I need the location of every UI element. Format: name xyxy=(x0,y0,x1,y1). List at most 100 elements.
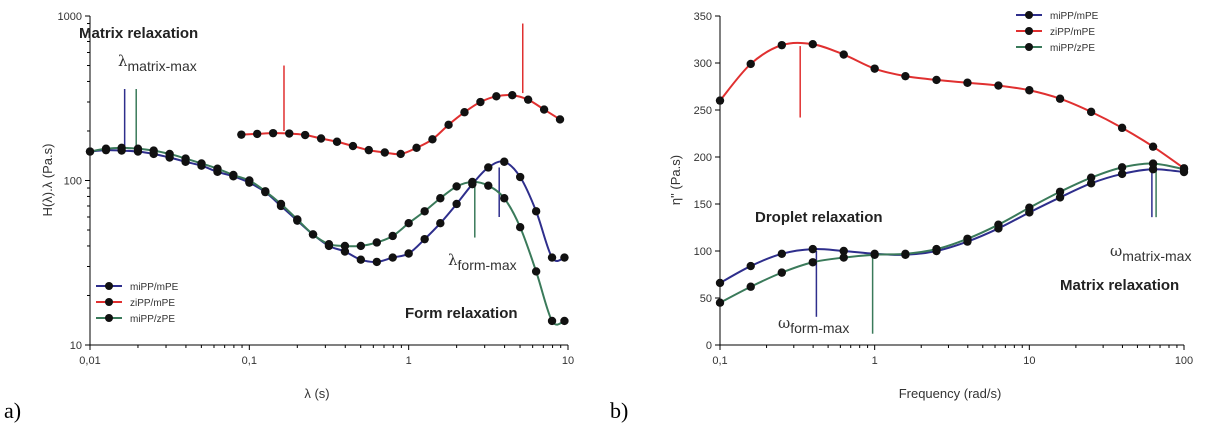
data-point xyxy=(870,250,879,259)
data-point xyxy=(1025,203,1034,212)
panel-label-a: a) xyxy=(4,398,21,423)
data-point xyxy=(1148,159,1158,168)
data-point xyxy=(839,50,848,59)
legend-swatch-marker xyxy=(105,298,113,306)
y-tick-label: 10 xyxy=(70,340,82,352)
data-point xyxy=(245,176,254,185)
omega-symbol: ω xyxy=(778,314,790,332)
x-tick-label: 1 xyxy=(406,355,412,367)
data-point xyxy=(547,316,557,326)
data-point xyxy=(1055,187,1065,196)
data-point xyxy=(1117,169,1127,179)
data-point xyxy=(396,149,405,159)
omega-matrix-subscript: matrix-max xyxy=(1122,248,1191,264)
legend-entry-label: ziPP/mPE xyxy=(1050,27,1095,38)
data-point xyxy=(808,40,817,49)
data-point xyxy=(133,144,143,153)
data-point xyxy=(531,267,541,276)
data-point xyxy=(380,148,389,157)
legend-swatch-marker xyxy=(1025,43,1033,51)
chart-a-form-relaxation-label: Form relaxation xyxy=(405,305,518,322)
chart-a-axes: 0,01 0,1 1 10 10 100 1000 xyxy=(58,11,575,367)
omega-symbol: ω xyxy=(1110,242,1122,260)
data-point xyxy=(420,234,429,244)
lambda-form-subscript: form-max xyxy=(458,257,517,273)
data-point xyxy=(1055,94,1065,103)
chart-a-series xyxy=(85,91,569,326)
chart-b-droplet-relaxation-label: Droplet relaxation xyxy=(755,209,883,226)
chart-b-markers xyxy=(799,46,1157,334)
chart-a-matrix-relaxation-label: Matrix relaxation xyxy=(79,25,198,42)
series-line xyxy=(719,162,1185,304)
chart-a-lambda-form-max-label: λform-max xyxy=(448,251,517,273)
y-tick-label: 300 xyxy=(694,58,712,70)
data-point xyxy=(746,261,755,271)
chart-b-x-axis-title: Frequency (rad/s) xyxy=(899,386,1002,401)
data-point xyxy=(1179,165,1189,174)
y-tick-label: 350 xyxy=(694,11,712,23)
series-line xyxy=(719,168,1185,284)
data-point xyxy=(476,97,485,107)
data-point xyxy=(560,316,569,326)
legend-swatch-marker xyxy=(1025,27,1033,35)
data-point xyxy=(539,105,549,114)
legend-entry-label: miPP/mPE xyxy=(130,282,179,293)
data-point xyxy=(85,147,95,156)
legend-swatch-marker xyxy=(105,314,113,322)
legend-swatch-marker xyxy=(1025,11,1033,19)
data-point xyxy=(388,253,397,262)
data-point xyxy=(229,170,238,180)
data-point xyxy=(901,249,910,259)
data-point xyxy=(460,108,469,117)
data-point xyxy=(508,91,517,100)
chart-a-legend: miPP/mPE ziPP/mPE miPP/zPE xyxy=(96,282,179,325)
data-point xyxy=(555,115,565,124)
panel-label-b: b) xyxy=(610,398,628,423)
data-point xyxy=(348,141,358,151)
data-point xyxy=(963,78,972,87)
y-tick-label: 100 xyxy=(64,176,82,188)
chart-b-y-axis-title: η" (Pa.s) xyxy=(668,155,683,205)
data-point xyxy=(356,255,366,264)
lambda-matrix-subscript: matrix-max xyxy=(128,58,197,74)
series-line xyxy=(719,41,1185,170)
data-point xyxy=(412,143,421,153)
chart-a-y-axis-title: H(λ).λ (Pa.s) xyxy=(40,144,55,217)
data-point xyxy=(484,181,493,190)
x-tick-label: 10 xyxy=(562,355,574,367)
lambda-symbol: λ xyxy=(448,251,458,269)
data-point xyxy=(324,239,334,249)
chart-b-omega-matrix-max-label: ωmatrix-max xyxy=(1110,242,1191,264)
data-point xyxy=(252,129,262,139)
data-point xyxy=(300,130,310,140)
data-point xyxy=(372,257,382,267)
data-point xyxy=(468,177,477,187)
data-point xyxy=(165,149,174,159)
data-point xyxy=(428,135,437,144)
data-point xyxy=(523,95,533,104)
data-point xyxy=(492,92,501,101)
series-line xyxy=(241,93,561,156)
data-point xyxy=(484,163,493,172)
data-point xyxy=(436,219,445,228)
data-point xyxy=(1117,123,1127,133)
data-point xyxy=(994,81,1003,90)
y-tick-label: 0 xyxy=(706,340,712,352)
data-point xyxy=(261,187,270,196)
y-tick-label: 200 xyxy=(694,152,712,164)
chart-b: 0,1 1 10 100 0 50 100 150 200 250 300 350 Frequency… xyxy=(668,11,1193,401)
data-point xyxy=(452,182,461,191)
legend-entry-label: miPP/mPE xyxy=(1050,11,1099,22)
legend-entry-label: miPP/zPE xyxy=(130,314,175,325)
data-point xyxy=(777,40,787,50)
data-point xyxy=(715,96,725,105)
data-point xyxy=(515,223,525,232)
data-point xyxy=(332,137,342,146)
data-point xyxy=(547,253,557,262)
data-point xyxy=(101,144,111,153)
chart-b-legend: miPP/mPE ziPP/mPE miPP/zPE xyxy=(1016,11,1099,54)
chart-a-lambda-matrix-max-label: λmatrix-max xyxy=(118,52,197,74)
data-point xyxy=(268,128,278,138)
